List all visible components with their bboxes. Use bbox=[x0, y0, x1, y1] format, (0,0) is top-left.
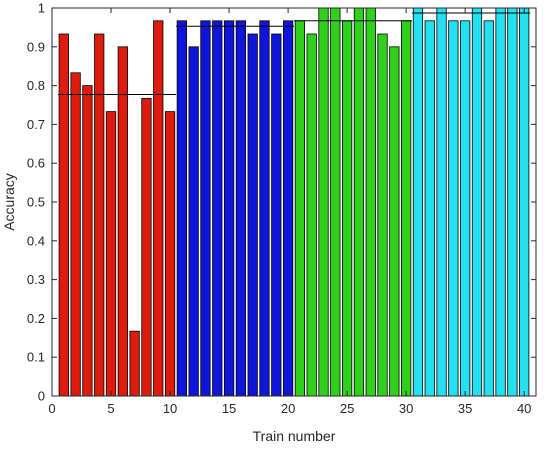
y-tick-label: 0.3 bbox=[27, 272, 45, 287]
x-tick-label: 10 bbox=[163, 401, 177, 416]
y-tick-label: 0.9 bbox=[27, 39, 45, 54]
y-tick-label: 0.8 bbox=[27, 78, 45, 93]
bar bbox=[495, 7, 506, 397]
bar bbox=[318, 7, 329, 397]
x-tick-label: 40 bbox=[517, 401, 531, 416]
y-tick-label: 0 bbox=[38, 389, 45, 404]
bar bbox=[129, 330, 140, 397]
bar bbox=[460, 20, 471, 397]
y-tick-label: 0.5 bbox=[27, 195, 45, 210]
bar bbox=[294, 20, 306, 397]
x-tick-label: 25 bbox=[340, 401, 354, 416]
bar bbox=[259, 20, 270, 397]
bar bbox=[58, 33, 69, 397]
x-tick-label: 30 bbox=[399, 401, 413, 416]
bar bbox=[117, 46, 128, 397]
y-tick-label: 0.1 bbox=[27, 350, 45, 365]
bar bbox=[271, 33, 282, 397]
mean-lines-layer bbox=[57, 12, 531, 96]
bar bbox=[330, 7, 341, 397]
bar bbox=[200, 20, 211, 397]
x-tick-label: 0 bbox=[48, 401, 55, 416]
bar bbox=[70, 72, 81, 397]
bar bbox=[389, 46, 400, 397]
bar bbox=[94, 33, 105, 397]
x-tick-label: 35 bbox=[458, 401, 472, 416]
bar bbox=[448, 20, 459, 397]
bar bbox=[471, 7, 483, 397]
x-axis-label: Train number bbox=[253, 428, 336, 444]
bar bbox=[401, 20, 412, 397]
bar bbox=[353, 7, 365, 397]
bar bbox=[365, 7, 376, 397]
bar bbox=[188, 46, 199, 397]
bar bbox=[341, 20, 353, 397]
bar bbox=[436, 7, 447, 397]
y-tick-label: 0.7 bbox=[27, 117, 45, 132]
bar bbox=[519, 7, 530, 397]
bar bbox=[105, 111, 117, 397]
bar bbox=[223, 20, 235, 397]
bar bbox=[164, 111, 176, 397]
bar bbox=[247, 33, 258, 397]
bar bbox=[424, 20, 435, 397]
bar bbox=[176, 20, 187, 397]
bar bbox=[306, 33, 317, 397]
bar bbox=[377, 33, 388, 397]
bar bbox=[153, 20, 164, 397]
y-tick-label: 0.4 bbox=[27, 233, 45, 248]
bar bbox=[235, 20, 247, 397]
y-tick-label: 0.2 bbox=[27, 311, 45, 326]
bar bbox=[82, 85, 93, 397]
bar bbox=[282, 20, 294, 397]
bar bbox=[483, 20, 494, 397]
y-tick-label: 1 bbox=[38, 1, 45, 16]
bar bbox=[212, 20, 223, 397]
y-tick-label: 0.6 bbox=[27, 156, 45, 171]
bar bbox=[507, 7, 518, 397]
x-tick-label: 5 bbox=[107, 401, 114, 416]
x-tick-label: 20 bbox=[281, 401, 295, 416]
ticks-layer: 0 5 10 15 20 25 30 35 40 0 0.1 0.2 0.3 0.4 0.5 0.6 0.7 0.… bbox=[27, 1, 536, 416]
bar bbox=[141, 98, 152, 397]
x-tick-label: 15 bbox=[222, 401, 236, 416]
y-axis-label: Accuracy bbox=[1, 173, 17, 231]
bar bbox=[412, 7, 424, 397]
